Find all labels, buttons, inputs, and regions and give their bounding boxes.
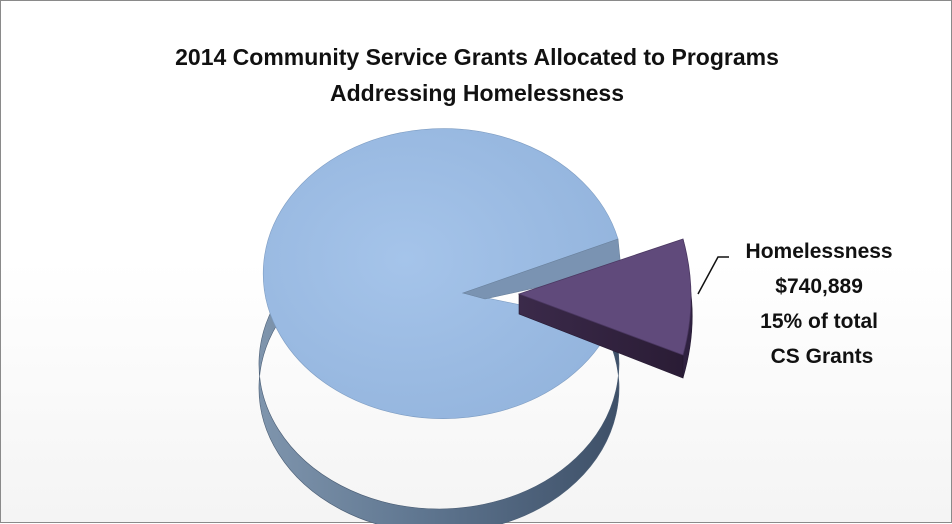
chart-title-line-1: 2014 Community Service Grants Allocated …: [175, 44, 779, 70]
chart-title: 2014 Community Service Grants Allocated …: [1, 39, 952, 111]
homelessness-label-amount: $740,889: [775, 275, 863, 298]
slice-homelessness: [517, 238, 692, 356]
homelessness-leader-line: [697, 256, 729, 295]
homelessness-label-name: Homelessness: [746, 240, 893, 263]
homelessness-label-percent: 15% of total: [760, 310, 878, 333]
chart-title-line-2: Addressing Homelessness: [329, 80, 624, 106]
homelessness-label-suffix: CS Grants: [771, 345, 874, 368]
slice-rest: [262, 128, 619, 419]
homelessness-data-label: Homelessness $740,889 15% of total CS Gr…: [746, 240, 899, 368]
